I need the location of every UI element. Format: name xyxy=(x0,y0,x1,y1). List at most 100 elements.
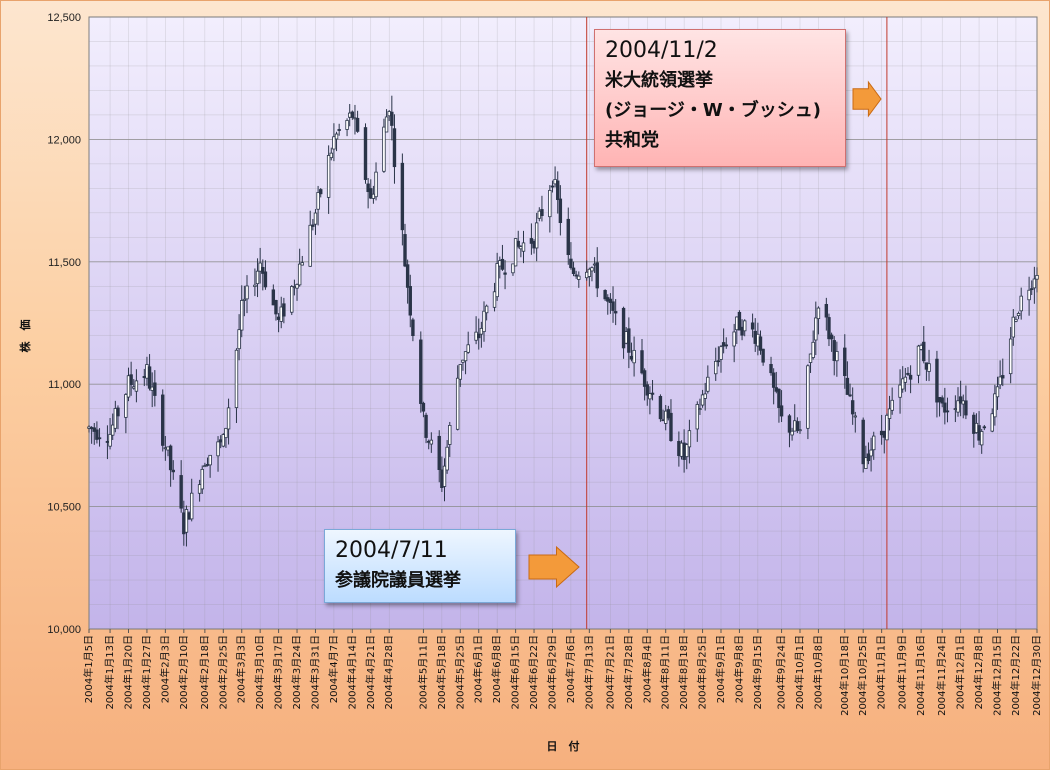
candlestick xyxy=(403,223,407,268)
x-tick-label: 2004年10月18日 xyxy=(838,635,851,716)
candlestick xyxy=(374,162,378,201)
x-tick-label: 2004年7月28日 xyxy=(622,635,635,710)
candlestick xyxy=(332,123,336,162)
candlestick xyxy=(569,242,573,270)
candlestick xyxy=(237,314,241,361)
candlestick xyxy=(295,283,299,301)
candlestick xyxy=(97,428,102,447)
candlestick xyxy=(627,317,631,369)
x-tick-label: 2004年9月15日 xyxy=(751,635,764,710)
candlestick xyxy=(242,285,247,317)
candlestick xyxy=(511,263,515,276)
x-tick-label: 2004年4月28日 xyxy=(382,635,395,710)
x-tick-label: 2004年5月18日 xyxy=(435,635,448,710)
candlestick xyxy=(240,285,244,338)
candlestick xyxy=(134,369,139,403)
candlestick xyxy=(566,207,570,265)
candlestick xyxy=(445,440,449,474)
candlestick xyxy=(908,365,913,394)
y-tick-label: 12,500 xyxy=(47,12,81,24)
candlestick xyxy=(442,458,447,502)
x-tick-label: 2004年7月13日 xyxy=(582,635,595,710)
candlestick xyxy=(419,331,423,413)
candlestick xyxy=(645,381,649,406)
candlestick xyxy=(700,389,705,408)
candlestick xyxy=(484,304,489,321)
candlestick xyxy=(319,188,323,198)
x-tick-label: 2004年4月7日 xyxy=(327,635,340,703)
candlestick xyxy=(864,445,868,469)
candlestick xyxy=(390,95,394,141)
x-tick-label: 2004年12月1日 xyxy=(954,635,967,710)
candlestick xyxy=(798,420,802,434)
candlestick xyxy=(698,398,702,415)
candlestick xyxy=(777,388,781,423)
candlestick xyxy=(869,437,873,472)
candlestick xyxy=(411,317,415,342)
candlestick xyxy=(124,393,128,434)
candlestick xyxy=(650,380,655,401)
candlestick xyxy=(724,337,728,349)
candlestick xyxy=(558,185,563,236)
candlestick xyxy=(300,255,304,266)
candlestick xyxy=(571,261,576,277)
y-axis-label: 株 価 xyxy=(18,320,32,353)
candlestick xyxy=(392,114,397,184)
candlestick xyxy=(843,334,847,389)
candlestick xyxy=(113,400,118,433)
candlestick xyxy=(706,365,710,394)
candlestick xyxy=(108,418,112,450)
x-tick-label: 2004年8月11日 xyxy=(659,635,672,710)
candlestick xyxy=(669,399,673,442)
event-lines xyxy=(586,17,888,629)
candlestick xyxy=(316,185,320,226)
candlestick xyxy=(648,386,652,415)
candlestick xyxy=(577,271,581,288)
candlestick xyxy=(885,413,889,441)
x-tick-label: 2004年3月24日 xyxy=(290,635,303,710)
candlestick xyxy=(540,195,544,222)
candlestick xyxy=(922,326,926,364)
y-tick-label: 11,000 xyxy=(48,379,81,391)
x-tick-label: 2004年11月24日 xyxy=(935,635,948,716)
candlestick xyxy=(495,252,499,301)
candlestick xyxy=(872,431,876,460)
candlestick xyxy=(903,367,908,392)
candlestick xyxy=(845,361,850,395)
candlestick xyxy=(216,436,220,472)
candlestick xyxy=(208,454,212,478)
candlestick xyxy=(253,268,257,297)
candlestick xyxy=(795,417,800,434)
candlestick xyxy=(111,413,115,440)
x-tick-label: 2004年8月25日 xyxy=(696,635,709,710)
candlestick xyxy=(779,390,784,423)
annotation-arrows xyxy=(528,80,882,589)
candlestick xyxy=(326,145,331,214)
candlestick xyxy=(313,209,318,235)
candlestick xyxy=(695,401,699,442)
x-tick-label: 2004年12月15日 xyxy=(991,635,1004,716)
candlestick xyxy=(255,258,260,298)
candlestick xyxy=(640,339,644,375)
y-tick-label: 12,000 xyxy=(47,134,81,146)
candlestick xyxy=(297,248,302,287)
candlestick xyxy=(500,244,505,271)
candlestick xyxy=(245,275,249,314)
candlestick xyxy=(153,370,157,407)
candlestick xyxy=(95,421,99,444)
candlestick xyxy=(835,341,839,377)
candlestick xyxy=(685,442,689,470)
plot-area xyxy=(88,16,1038,630)
candlestick xyxy=(1016,311,1021,320)
x-tick-label: 2004年2月3日 xyxy=(158,635,171,703)
candlestick xyxy=(334,131,339,152)
candlestick xyxy=(126,367,131,402)
candlestick xyxy=(503,260,507,290)
candlestick xyxy=(587,267,592,287)
candlestick xyxy=(424,412,428,444)
candlestick xyxy=(466,331,470,354)
candlestick xyxy=(956,387,960,417)
candlestick xyxy=(632,336,636,377)
candlestick xyxy=(613,299,618,326)
candlestick xyxy=(916,344,921,384)
